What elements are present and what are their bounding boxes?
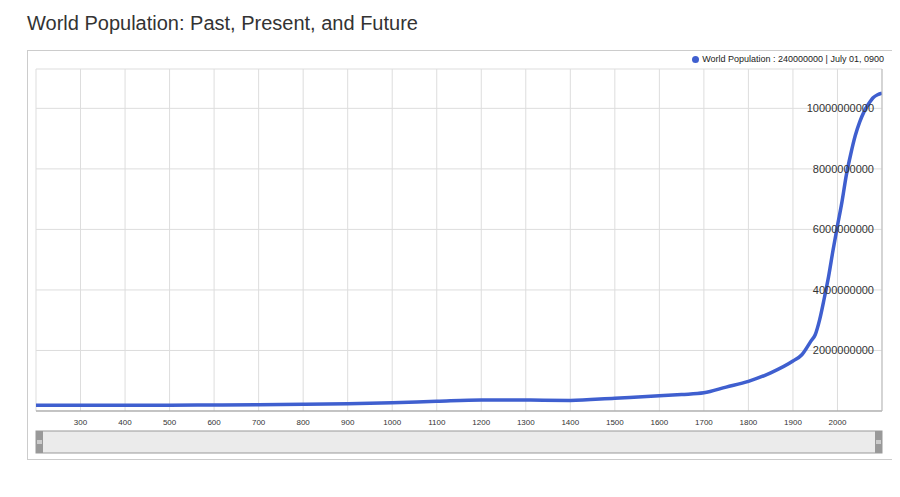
svg-text:1700: 1700 <box>695 418 713 427</box>
svg-text:1300: 1300 <box>517 418 535 427</box>
svg-text:400: 400 <box>118 418 132 427</box>
svg-text:10000000000: 10000000000 <box>807 102 874 114</box>
svg-text:300: 300 <box>74 418 88 427</box>
svg-text:900: 900 <box>341 418 355 427</box>
svg-text:1800: 1800 <box>740 418 758 427</box>
svg-text:2000000000: 2000000000 <box>813 344 874 356</box>
svg-text:1000: 1000 <box>383 418 401 427</box>
html-text:World Population: Past, Presen: World Population: Past, Present, and Fut… <box>27 12 418 34</box>
svg-text:1600: 1600 <box>650 418 668 427</box>
svg-text:1400: 1400 <box>561 418 579 427</box>
svg-text:1500: 1500 <box>606 418 624 427</box>
svg-text:800: 800 <box>296 418 310 427</box>
html-text:World Population : 240000000 |: World Population : 240000000 | July 01, … <box>702 54 884 64</box>
svg-text:700: 700 <box>252 418 266 427</box>
svg-text:1900: 1900 <box>784 418 802 427</box>
svg-text:6000000000: 6000000000 <box>813 223 874 235</box>
svg-text:1100: 1100 <box>428 418 446 427</box>
svg-text:1200: 1200 <box>472 418 490 427</box>
svg-text:600: 600 <box>207 418 221 427</box>
svg-text:4000000000: 4000000000 <box>813 284 874 296</box>
svg-text:500: 500 <box>163 418 177 427</box>
svg-text:2000: 2000 <box>829 418 847 427</box>
svg-text:8000000000: 8000000000 <box>813 163 874 175</box>
